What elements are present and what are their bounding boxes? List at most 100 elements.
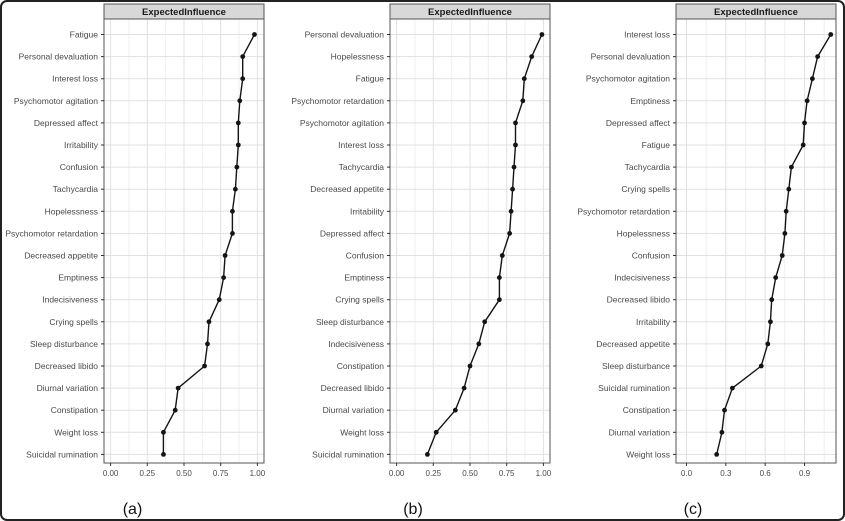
x-axis-tick-label: 0.6	[760, 469, 772, 478]
y-axis-label: Decreased libido	[35, 361, 99, 371]
y-axis-label: Weight loss	[340, 427, 384, 437]
y-axis-label: Irritability	[636, 317, 671, 327]
panel-caption: (c)	[684, 501, 703, 518]
data-point	[804, 98, 810, 104]
y-axis-label: Psychomotor retardation	[577, 206, 670, 216]
plot-area	[676, 19, 836, 463]
data-point	[508, 208, 514, 214]
data-point	[802, 120, 807, 126]
y-axis-label: Depressed affect	[606, 118, 671, 128]
y-axis-label: Decreased libido	[321, 383, 385, 393]
data-point	[815, 54, 821, 59]
y-axis-label: Personal devaluation	[305, 30, 385, 40]
y-axis-label: Decreased appetite	[310, 184, 384, 194]
facet-strip	[103, 3, 265, 20]
panel-b: ExpectedInfluence Personal devaluation Hop…	[283, 2, 563, 519]
data-point	[786, 186, 792, 192]
data-point	[175, 385, 181, 391]
data-point	[467, 363, 473, 369]
data-point	[539, 32, 545, 37]
y-axis-label: Fatigue	[70, 30, 99, 40]
x-axis-tick-label: 0.25	[426, 469, 442, 478]
series-line	[426, 34, 543, 455]
x-axis-tick-label: 1.00	[536, 469, 552, 478]
data-point	[237, 98, 243, 104]
data-point	[230, 208, 235, 214]
y-axis-label: Indecisiveness	[328, 339, 384, 349]
data-point	[789, 164, 794, 170]
data-point	[452, 407, 458, 413]
panel-chart-svg: ExpectedInfluence Fatigue Personal devalua…	[5, 3, 266, 518]
data-point	[461, 385, 467, 391]
x-axis-tick-label: 0.00	[389, 469, 405, 478]
y-axis-label: Crying spells	[621, 184, 670, 194]
y-axis-label: Indecisiveness	[614, 273, 670, 283]
y-axis-label: Confusion	[346, 251, 385, 261]
panel-caption: (b)	[403, 501, 423, 518]
series-line	[716, 34, 832, 455]
x-axis-tick-label: 0.75	[499, 469, 515, 478]
data-point	[230, 231, 235, 236]
y-axis-label: Tachycardia	[53, 184, 99, 194]
y-axis-label: Hopelessness	[617, 228, 670, 238]
panel-chart-svg: ExpectedInfluence Interest loss Personal d…	[577, 3, 837, 518]
y-axis-label: Constipation	[51, 405, 99, 415]
y-axis-label: Personal devaluation	[591, 52, 671, 62]
y-axis-label: Hopelessness	[331, 52, 384, 62]
data-point	[513, 142, 518, 148]
data-point	[206, 319, 212, 325]
y-axis-label: Depressed affect	[320, 228, 385, 238]
data-point	[809, 76, 815, 82]
data-point	[783, 208, 789, 214]
data-point	[722, 407, 727, 413]
data-point	[433, 429, 439, 435]
data-point	[205, 341, 210, 347]
y-axis-label: Decreased libido	[607, 295, 671, 305]
data-point	[161, 452, 166, 457]
data-point	[172, 407, 178, 413]
x-axis-tick-label: 0.25	[140, 469, 156, 478]
data-point	[482, 319, 488, 325]
data-point	[425, 452, 430, 457]
y-axis-label: Sleep disturbance	[602, 361, 670, 371]
x-axis-tick-label: 0.50	[176, 469, 192, 478]
data-point	[800, 142, 806, 148]
data-point	[768, 319, 773, 325]
data-point	[240, 76, 246, 82]
y-axis-label: Sleep disturbance	[30, 339, 98, 349]
data-point	[828, 32, 834, 37]
data-point	[235, 120, 241, 126]
data-point	[529, 54, 535, 59]
y-axis-label: Sleep disturbance	[316, 317, 384, 327]
data-point	[252, 32, 257, 37]
data-point	[719, 429, 725, 435]
y-axis-label: Tachycardia	[339, 162, 385, 172]
facet-title: ExpectedInfluence	[714, 7, 798, 18]
data-point	[779, 253, 785, 258]
data-point	[499, 253, 505, 258]
panel-c: ExpectedInfluence Interest loss Personal d…	[563, 2, 843, 519]
data-point	[765, 341, 771, 347]
y-axis-label: Decreased appetite	[24, 251, 98, 261]
data-point	[520, 98, 526, 104]
y-axis-label: Diurnal variation	[609, 427, 671, 437]
data-point	[222, 253, 228, 258]
y-axis-label: Psychomotor agitation	[586, 74, 670, 84]
y-axis-label: Psychomotor retardation	[5, 228, 98, 238]
y-axis-label: Interest loss	[624, 30, 670, 40]
data-point	[161, 429, 166, 435]
y-axis-label: Interest loss	[338, 140, 384, 150]
x-axis-tick-label: 0.75	[213, 469, 229, 478]
y-axis-label: Suicidal rumination	[312, 449, 384, 459]
data-point	[234, 164, 240, 170]
y-axis-label: Diurnal variation	[37, 383, 99, 393]
data-point	[729, 385, 735, 391]
data-point	[507, 231, 513, 236]
y-axis-label: Fatigue	[642, 140, 671, 150]
x-axis-tick-label: 0.00	[103, 469, 119, 478]
data-point	[758, 363, 764, 369]
facet-title: ExpectedInfluence	[428, 7, 512, 18]
series-line	[162, 34, 256, 455]
x-axis-tick-label: 0.9	[799, 469, 811, 478]
data-point	[773, 275, 779, 280]
